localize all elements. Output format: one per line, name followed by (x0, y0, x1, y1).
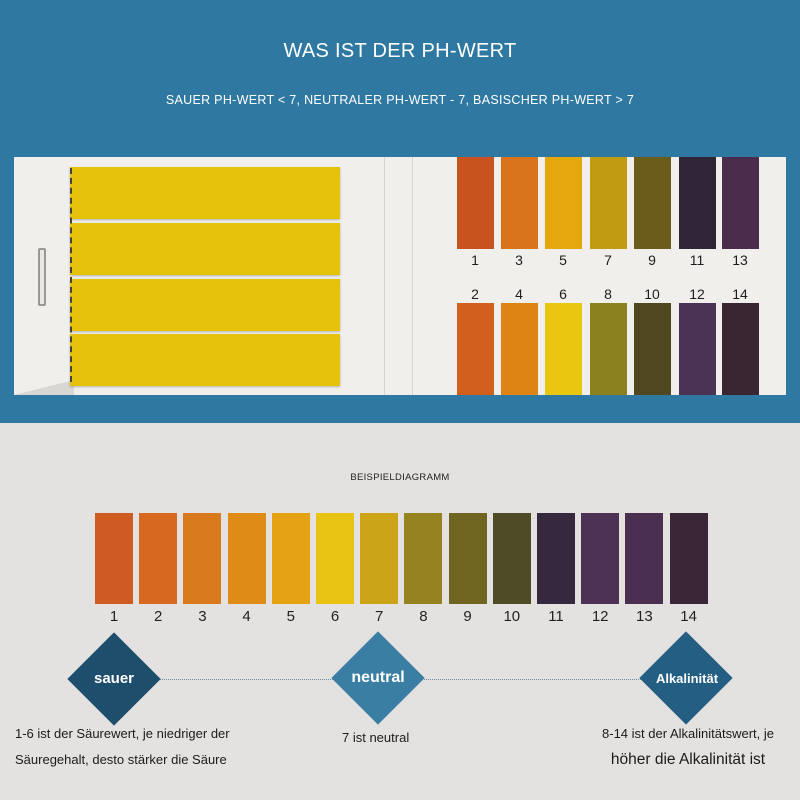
acid-description: 1-6 ist der Säurewert, je niedriger der … (15, 721, 230, 773)
ph-value-label: 6 (559, 286, 567, 302)
ph-scale-swatch (669, 513, 708, 604)
ph-scale-swatch (360, 513, 399, 604)
scale-connector-right (405, 679, 655, 680)
ph-value-label: 7 (604, 252, 612, 268)
acid-desc-line: Säuregehalt, desto stärker die Säure (15, 752, 227, 767)
ph-value-label: 11 (689, 252, 705, 268)
ph-scale-swatch (492, 513, 531, 604)
ph-scale-label: 2 (154, 608, 163, 625)
ph-scale-swatch (537, 513, 575, 604)
ph-color-swatch (590, 157, 627, 249)
card-slot-handle (38, 248, 46, 306)
ph-color-swatch (722, 157, 759, 249)
page-title: WAS IST DER PH-WERT (283, 40, 517, 62)
ph-scale-swatch (448, 513, 487, 604)
ph-value-label: 9 (648, 252, 656, 268)
test-strip (70, 334, 340, 386)
page-subtitle: SAUER PH-WERT < 7, NEUTRALER PH-WERT - 7… (165, 93, 635, 107)
alkaline-description: 8-14 ist der Alkalinitätswert, je höher … (588, 721, 788, 773)
ph-value-label: 14 (732, 286, 748, 302)
ph-color-swatch (545, 303, 582, 395)
ph-scale-label: 7 (375, 608, 384, 625)
ph-scale-swatch (183, 513, 222, 604)
ph-value-label: 12 (689, 286, 705, 302)
ph-value-label: 5 (559, 252, 567, 268)
ph-scale-label: 6 (330, 608, 340, 625)
ph-color-swatch (590, 303, 627, 395)
test-strip (70, 223, 340, 275)
neutral-label: neutral (351, 669, 405, 686)
ph-scale-swatch (139, 513, 178, 604)
ph-value-label: 4 (515, 286, 523, 302)
ph-scale-label: 1 (109, 608, 119, 625)
ph-value-label: 2 (471, 286, 479, 302)
ph-scale-label: 11 (548, 608, 564, 625)
ph-value-label: 13 (732, 252, 748, 268)
ph-value-label: 3 (515, 252, 523, 268)
ph-color-swatch (501, 303, 538, 395)
ph-scale-label: 8 (419, 608, 428, 625)
ph-scale-label: 5 (286, 608, 295, 625)
alkaline-desc-line: höher die Alkalinität ist (610, 751, 766, 768)
ph-scale-swatch (95, 513, 133, 604)
ph-color-swatch (634, 303, 671, 395)
ph-scale-swatch (271, 513, 310, 604)
ph-color-swatch (457, 303, 494, 395)
ph-color-swatch (679, 303, 716, 395)
ph-scale-label: 12 (591, 608, 609, 625)
scale-connector-left (150, 679, 355, 680)
neutral-desc-line: 7 ist neutral (342, 730, 410, 745)
alkaline-desc-line: 8-14 ist der Alkalinitätswert, je (602, 726, 774, 741)
example-chart-title: BEISPIELDIAGRAMM (350, 472, 450, 483)
ph-value-label: 10 (644, 286, 660, 302)
ph-scale-label: 3 (198, 608, 207, 625)
ph-scale-label: 14 (680, 608, 697, 625)
ph-scale-label: 13 (636, 608, 653, 625)
card-fold-line (412, 157, 413, 395)
card-flap-corner (14, 380, 74, 395)
ph-color-swatch (545, 157, 582, 249)
test-strip (70, 167, 340, 219)
acid-label: sauer (93, 670, 135, 687)
card-fold-line (384, 157, 385, 395)
acid-desc-line: 1-6 ist der Säurewert, je niedriger der (15, 726, 230, 741)
ph-value-label: 8 (604, 286, 612, 302)
ph-scale-label: 9 (463, 608, 472, 625)
test-strip (70, 279, 340, 331)
alkaline-label: Alkalinität (655, 671, 719, 686)
ph-color-swatch (634, 157, 671, 249)
ph-color-swatch (679, 157, 716, 249)
neutral-description: 7 ist neutral (342, 725, 409, 751)
ph-color-swatch (501, 157, 538, 249)
ph-scale-swatch (404, 513, 443, 604)
ph-scale-swatch (625, 513, 664, 604)
ph-scale-swatch (581, 513, 620, 604)
ph-scale-swatch (316, 513, 354, 604)
strip-perforation (70, 168, 72, 382)
ph-value-label: 1 (471, 252, 479, 268)
ph-scale-label: 4 (242, 608, 251, 625)
ph-color-swatch (457, 157, 494, 249)
ph-color-swatch (722, 303, 759, 395)
ph-scale-label: 10 (503, 608, 521, 625)
ph-scale-swatch (227, 513, 266, 604)
